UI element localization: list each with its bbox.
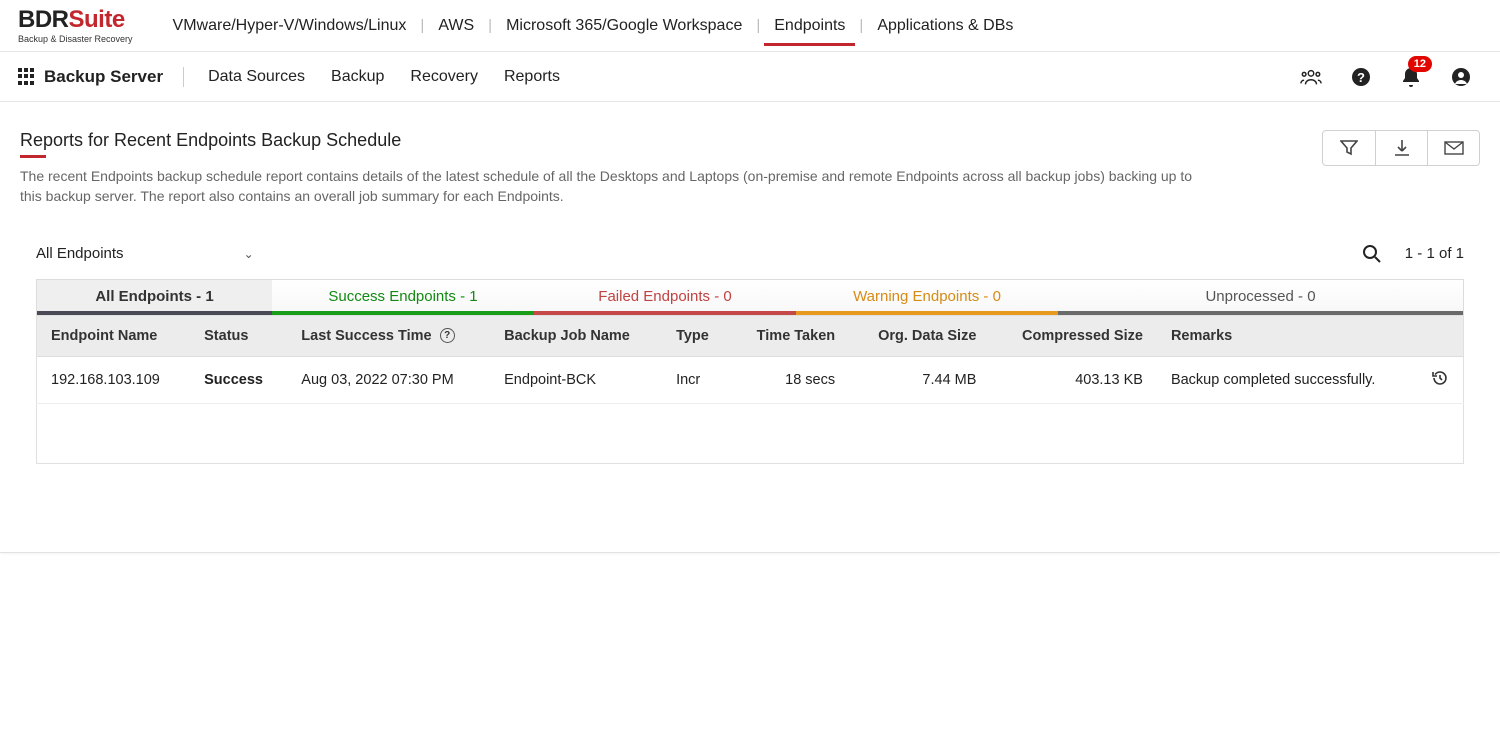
logo-suite: Suite [69, 6, 125, 33]
search-icon[interactable] [1361, 243, 1383, 265]
cell-last-success: Aug 03, 2022 07:30 PM [287, 356, 490, 403]
email-button[interactable] [1427, 131, 1479, 165]
logo[interactable]: BDRSuite Backup & Disaster Recovery [18, 8, 133, 44]
th-org-size[interactable]: Org. Data Size [849, 315, 990, 356]
help-icon[interactable]: ? [1350, 66, 1372, 88]
chevron-down-icon: ⌄ [244, 247, 254, 261]
history-icon[interactable] [1431, 375, 1449, 391]
th-last-success[interactable]: Last Success Time ? [287, 315, 490, 356]
notification-badge: 12 [1408, 56, 1432, 72]
download-icon [1393, 139, 1411, 157]
tab-label: Success Endpoints [328, 288, 456, 305]
cell-remarks: Backup completed successfully. [1157, 356, 1417, 403]
th-time-taken[interactable]: Time Taken [730, 315, 849, 356]
logo-subtitle: Backup & Disaster Recovery [18, 34, 133, 44]
cell-org-size: 7.44 MB [849, 356, 990, 403]
endpoint-filter-dropdown[interactable]: All Endpoints ⌄ [36, 245, 254, 262]
th-comp-size[interactable]: Compressed Size [990, 315, 1157, 356]
th-type[interactable]: Type [662, 315, 730, 356]
cell-type: Incr [662, 356, 730, 403]
topnav-vmware[interactable]: VMware/Hyper-V/Windows/Linux [163, 5, 417, 46]
header-actions [1322, 130, 1480, 166]
page-description: The recent Endpoints backup schedule rep… [20, 166, 1200, 207]
page-title: Reports for Recent Endpoints Backup Sche… [20, 130, 1200, 151]
subnav-backup[interactable]: Backup [331, 68, 384, 86]
th-actions [1417, 315, 1464, 356]
topnav-m365[interactable]: Microsoft 365/Google Workspace [496, 5, 752, 46]
table-header-row: Endpoint Name Status Last Success Time ?… [37, 315, 1464, 356]
top-nav: VMware/Hyper-V/Windows/Linux | AWS | Mic… [163, 5, 1024, 46]
cell-job: Endpoint-BCK [490, 356, 662, 403]
tab-label: All Endpoints [95, 288, 192, 305]
tab-all-endpoints[interactable]: All Endpoints - 1 [37, 280, 272, 315]
mail-icon [1444, 141, 1464, 155]
tab-failed-endpoints[interactable]: Failed Endpoints - 0 [534, 280, 796, 315]
nav-separator: | [416, 17, 428, 34]
tab-count: 0 [1307, 288, 1315, 305]
pagination-label: 1 - 1 of 1 [1405, 245, 1464, 262]
tab-label: Unprocessed [1205, 288, 1293, 305]
tab-success-endpoints[interactable]: Success Endpoints - 1 [272, 280, 534, 315]
nav-separator: | [484, 17, 496, 34]
filter-row: All Endpoints ⌄ 1 - 1 of 1 [20, 243, 1480, 265]
info-icon[interactable]: ? [440, 328, 455, 343]
cell-actions [1417, 356, 1464, 403]
tab-count: 1 [205, 288, 213, 305]
tab-unprocessed[interactable]: Unprocessed - 0 [1058, 280, 1463, 315]
subnav-recovery[interactable]: Recovery [410, 68, 478, 86]
filter-right: 1 - 1 of 1 [1361, 243, 1464, 265]
th-job[interactable]: Backup Job Name [490, 315, 662, 356]
cell-comp-size: 403.13 KB [990, 356, 1157, 403]
tab-count: 1 [469, 288, 477, 305]
dropdown-label: All Endpoints [36, 245, 124, 262]
th-remarks[interactable]: Remarks [1157, 315, 1417, 356]
topbar: BDRSuite Backup & Disaster Recovery VMwa… [0, 0, 1500, 52]
grid-icon [18, 68, 36, 86]
tab-label: Warning Endpoints [853, 288, 979, 305]
th-endpoint[interactable]: Endpoint Name [37, 315, 191, 356]
th-status[interactable]: Status [190, 315, 287, 356]
tab-warning-endpoints[interactable]: Warning Endpoints - 0 [796, 280, 1058, 315]
nav-separator: | [855, 17, 867, 34]
tab-count: 0 [993, 288, 1001, 305]
filter-icon [1340, 140, 1358, 156]
download-button[interactable] [1375, 131, 1427, 165]
filter-button[interactable] [1323, 131, 1375, 165]
cell-status: Success [190, 356, 287, 403]
page-header: Reports for Recent Endpoints Backup Sche… [20, 130, 1480, 207]
endpoints-table: Endpoint Name Status Last Success Time ?… [36, 315, 1464, 404]
table-empty-area [36, 404, 1464, 464]
tab-count: 0 [723, 288, 731, 305]
topnav-apps[interactable]: Applications & DBs [867, 5, 1023, 46]
sub-nav: Data Sources Backup Recovery Reports [184, 68, 560, 86]
user-icon[interactable] [1450, 66, 1472, 88]
bell-icon[interactable]: 12 [1400, 66, 1422, 88]
cell-time-taken: 18 secs [730, 356, 849, 403]
logo-text: BDRSuite [18, 8, 133, 32]
th-label: Last Success Time [301, 328, 431, 344]
page-content: Reports for Recent Endpoints Backup Sche… [0, 102, 1500, 544]
secondbar: Backup Server Data Sources Backup Recove… [0, 52, 1500, 102]
topnav-endpoints[interactable]: Endpoints [764, 5, 855, 46]
svg-text:?: ? [1357, 70, 1365, 85]
table-row[interactable]: 192.168.103.109 Success Aug 03, 2022 07:… [37, 356, 1464, 403]
tab-label: Failed Endpoints [598, 288, 710, 305]
cell-endpoint: 192.168.103.109 [37, 356, 191, 403]
nav-separator: | [752, 17, 764, 34]
subnav-datasources[interactable]: Data Sources [208, 68, 305, 86]
backup-server-label: Backup Server [44, 67, 163, 87]
logo-bdr: BDR [18, 6, 69, 33]
backup-server-button[interactable]: Backup Server [18, 67, 184, 87]
users-icon[interactable] [1300, 66, 1322, 88]
status-tabs: All Endpoints - 1 Success Endpoints - 1 … [36, 279, 1464, 315]
topnav-aws[interactable]: AWS [428, 5, 484, 46]
title-underline [20, 155, 46, 158]
toolbar-icons: ? 12 [1300, 66, 1482, 88]
subnav-reports[interactable]: Reports [504, 68, 560, 86]
